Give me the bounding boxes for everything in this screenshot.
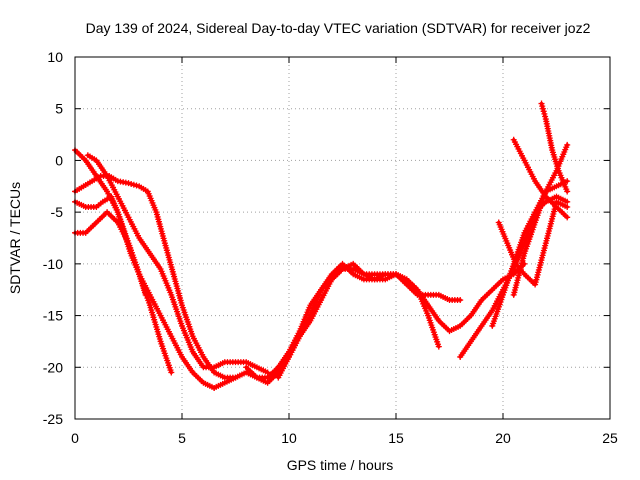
x-tick-label: 10 — [281, 430, 297, 446]
data-point — [457, 297, 464, 304]
y-tick-label: -25 — [43, 411, 63, 427]
data-point — [128, 180, 135, 187]
y-tick-label: 0 — [55, 152, 63, 168]
series-track-12 — [510, 136, 571, 221]
series-band — [490, 194, 569, 328]
x-tick-label: 5 — [178, 430, 186, 446]
series-track-2 — [72, 209, 149, 298]
series-track-13 — [538, 100, 571, 195]
series-layer — [72, 100, 571, 391]
chart-title: Day 139 of 2024, Sidereal Day-to-day VTE… — [86, 20, 591, 36]
data-point — [564, 198, 571, 205]
y-tick-label: -15 — [43, 308, 63, 324]
data-point — [564, 203, 571, 210]
data-point — [168, 369, 175, 376]
x-tick-label: 15 — [388, 430, 404, 446]
y-tick-label: 5 — [55, 101, 63, 117]
data-point — [130, 181, 137, 188]
data-point — [564, 188, 571, 195]
series-track-10 — [489, 193, 571, 329]
data-point — [264, 369, 271, 376]
y-tick-label: -5 — [51, 204, 64, 220]
y-tick-label: 10 — [47, 49, 63, 65]
series-track-14 — [510, 141, 571, 298]
series-track-11 — [495, 198, 571, 288]
x-tick-label: 0 — [71, 430, 79, 446]
y-axis-label: SDTVAR / TECUs — [7, 182, 23, 294]
data-point — [133, 182, 140, 189]
data-point — [564, 141, 571, 148]
series-track-3 — [72, 193, 218, 391]
ticks: 0 5 10 15 20 25 10 5 0 -5 -10 -15 -20 -25 — [43, 49, 618, 446]
y-tick-label: -10 — [43, 256, 63, 272]
y-tick-label: -20 — [43, 359, 63, 375]
data-point — [564, 178, 571, 185]
data-point — [435, 343, 442, 350]
x-tick-label: 25 — [602, 430, 618, 446]
series-track-5 — [84, 152, 271, 376]
x-axis-label: GPS time / hours — [287, 457, 394, 473]
plot-frame — [74, 56, 611, 420]
data-point — [564, 214, 571, 221]
x-tick-label: 20 — [495, 430, 511, 446]
data-point — [125, 180, 132, 187]
